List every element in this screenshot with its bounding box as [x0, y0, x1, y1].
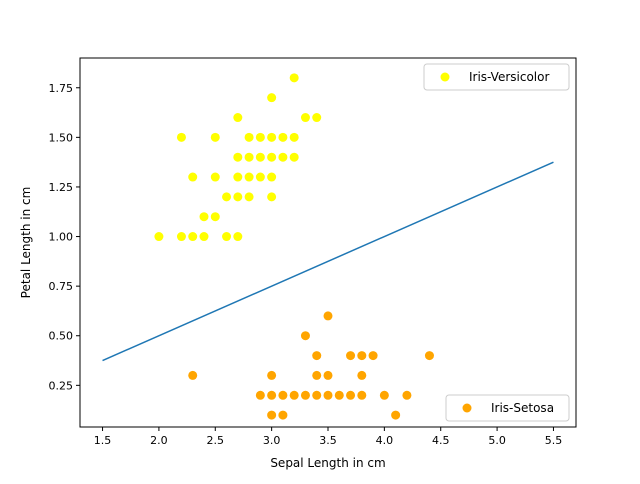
scatter-point-1-21 — [357, 390, 367, 400]
scatter-point-0-3 — [300, 113, 310, 123]
scatter-point-0-0 — [289, 73, 299, 83]
x-tick-label: 2.5 — [207, 434, 225, 447]
scatter-point-1-20 — [346, 390, 356, 400]
x-tick-label: 5.5 — [545, 434, 563, 447]
scatter-point-1-12 — [255, 390, 265, 400]
legend-label: Iris-Versicolor — [469, 70, 549, 84]
scatter-point-0-34 — [222, 232, 232, 242]
y-axis-label: Petal Length in cm — [19, 187, 33, 299]
scatter-point-0-19 — [210, 172, 220, 182]
scatter-point-1-2 — [312, 351, 322, 361]
scatter-point-0-8 — [255, 132, 265, 142]
scatter-point-0-11 — [289, 132, 299, 142]
scatter-point-0-30 — [154, 232, 164, 242]
scatter-point-1-13 — [267, 390, 277, 400]
scatter-point-1-19 — [334, 390, 344, 400]
scatter-point-0-26 — [244, 192, 254, 202]
scatter-point-1-14 — [278, 390, 288, 400]
x-tick-label: 4.5 — [432, 434, 450, 447]
x-tick-label: 3.0 — [263, 434, 281, 447]
scatter-point-0-1 — [267, 93, 277, 103]
scatter-point-0-31 — [176, 232, 186, 242]
y-tick-label: 1.00 — [49, 231, 74, 244]
scatter-point-1-4 — [357, 351, 367, 361]
scatter-point-1-15 — [289, 390, 299, 400]
scatter-point-0-28 — [199, 212, 209, 222]
scatter-point-0-17 — [289, 152, 299, 162]
scatter-point-1-9 — [312, 370, 322, 380]
scatter-point-0-12 — [233, 152, 243, 162]
legend-box — [445, 394, 570, 422]
scatter-point-0-35 — [233, 232, 243, 242]
scatter-point-0-5 — [176, 132, 186, 142]
scatter-point-1-10 — [323, 370, 333, 380]
scatter-point-0-23 — [267, 172, 277, 182]
scatter-point-0-20 — [233, 172, 243, 182]
scatter-point-1-23 — [402, 390, 412, 400]
scatter-point-1-7 — [188, 370, 198, 380]
scatter-point-0-2 — [233, 113, 243, 123]
scatter-point-0-18 — [188, 172, 198, 182]
scatter-point-0-7 — [244, 132, 254, 142]
scatter-point-0-25 — [233, 192, 243, 202]
scatter-point-0-16 — [278, 152, 288, 162]
y-tick-label: 1.50 — [49, 131, 74, 144]
x-tick-label: 1.5 — [94, 434, 112, 447]
legend-box — [423, 63, 570, 91]
scatter-point-1-1 — [300, 331, 310, 341]
y-tick-label: 1.25 — [49, 181, 74, 194]
y-tick-label: 0.50 — [49, 330, 74, 343]
scatter-point-0-10 — [278, 132, 288, 142]
scatter-point-1-8 — [267, 370, 277, 380]
decision-line — [102, 161, 554, 362]
scatter-point-1-22 — [379, 390, 389, 400]
scatter-point-0-15 — [267, 152, 277, 162]
x-tick-label: 2.0 — [150, 434, 168, 447]
scatter-point-1-18 — [323, 390, 333, 400]
x-tick-label: 3.5 — [319, 434, 337, 447]
scatter-point-1-3 — [346, 351, 356, 361]
legend-marker — [440, 72, 450, 82]
legend-label: Iris-Setosa — [491, 401, 554, 415]
scatter-point-1-25 — [278, 410, 288, 420]
x-tick-label: 5.0 — [488, 434, 506, 447]
scatter-point-0-21 — [244, 172, 254, 182]
scatter-point-1-16 — [300, 390, 310, 400]
scatter-point-0-33 — [199, 232, 209, 242]
scatter-point-0-9 — [267, 132, 277, 142]
x-tick-label: 4.0 — [376, 434, 394, 447]
y-tick-label: 1.75 — [49, 82, 74, 95]
scatter-point-1-5 — [368, 351, 378, 361]
legend-1: Iris-Setosa — [445, 394, 570, 422]
scatter-point-1-26 — [391, 410, 401, 420]
legend-marker — [462, 403, 472, 413]
scatter-point-0-6 — [210, 132, 220, 142]
scatter-point-0-22 — [255, 172, 265, 182]
x-axis-label: Sepal Length in cm — [270, 456, 385, 470]
scatter-point-0-14 — [255, 152, 265, 162]
scatter-point-1-17 — [312, 390, 322, 400]
scatter-point-0-13 — [244, 152, 254, 162]
scatter-point-1-0 — [323, 311, 333, 321]
scatter-point-0-32 — [188, 232, 198, 242]
y-tick-label: 0.25 — [49, 379, 74, 392]
scatter-point-1-24 — [267, 410, 277, 420]
legend-0: Iris-Versicolor — [423, 63, 570, 91]
scatter-point-1-11 — [357, 370, 367, 380]
scatter-point-0-29 — [210, 212, 220, 222]
y-tick-label: 0.75 — [49, 280, 74, 293]
scatter-point-0-27 — [267, 192, 277, 202]
scatter-point-0-24 — [222, 192, 232, 202]
scatter-point-0-4 — [312, 113, 322, 123]
scatter-point-1-6 — [424, 351, 434, 361]
